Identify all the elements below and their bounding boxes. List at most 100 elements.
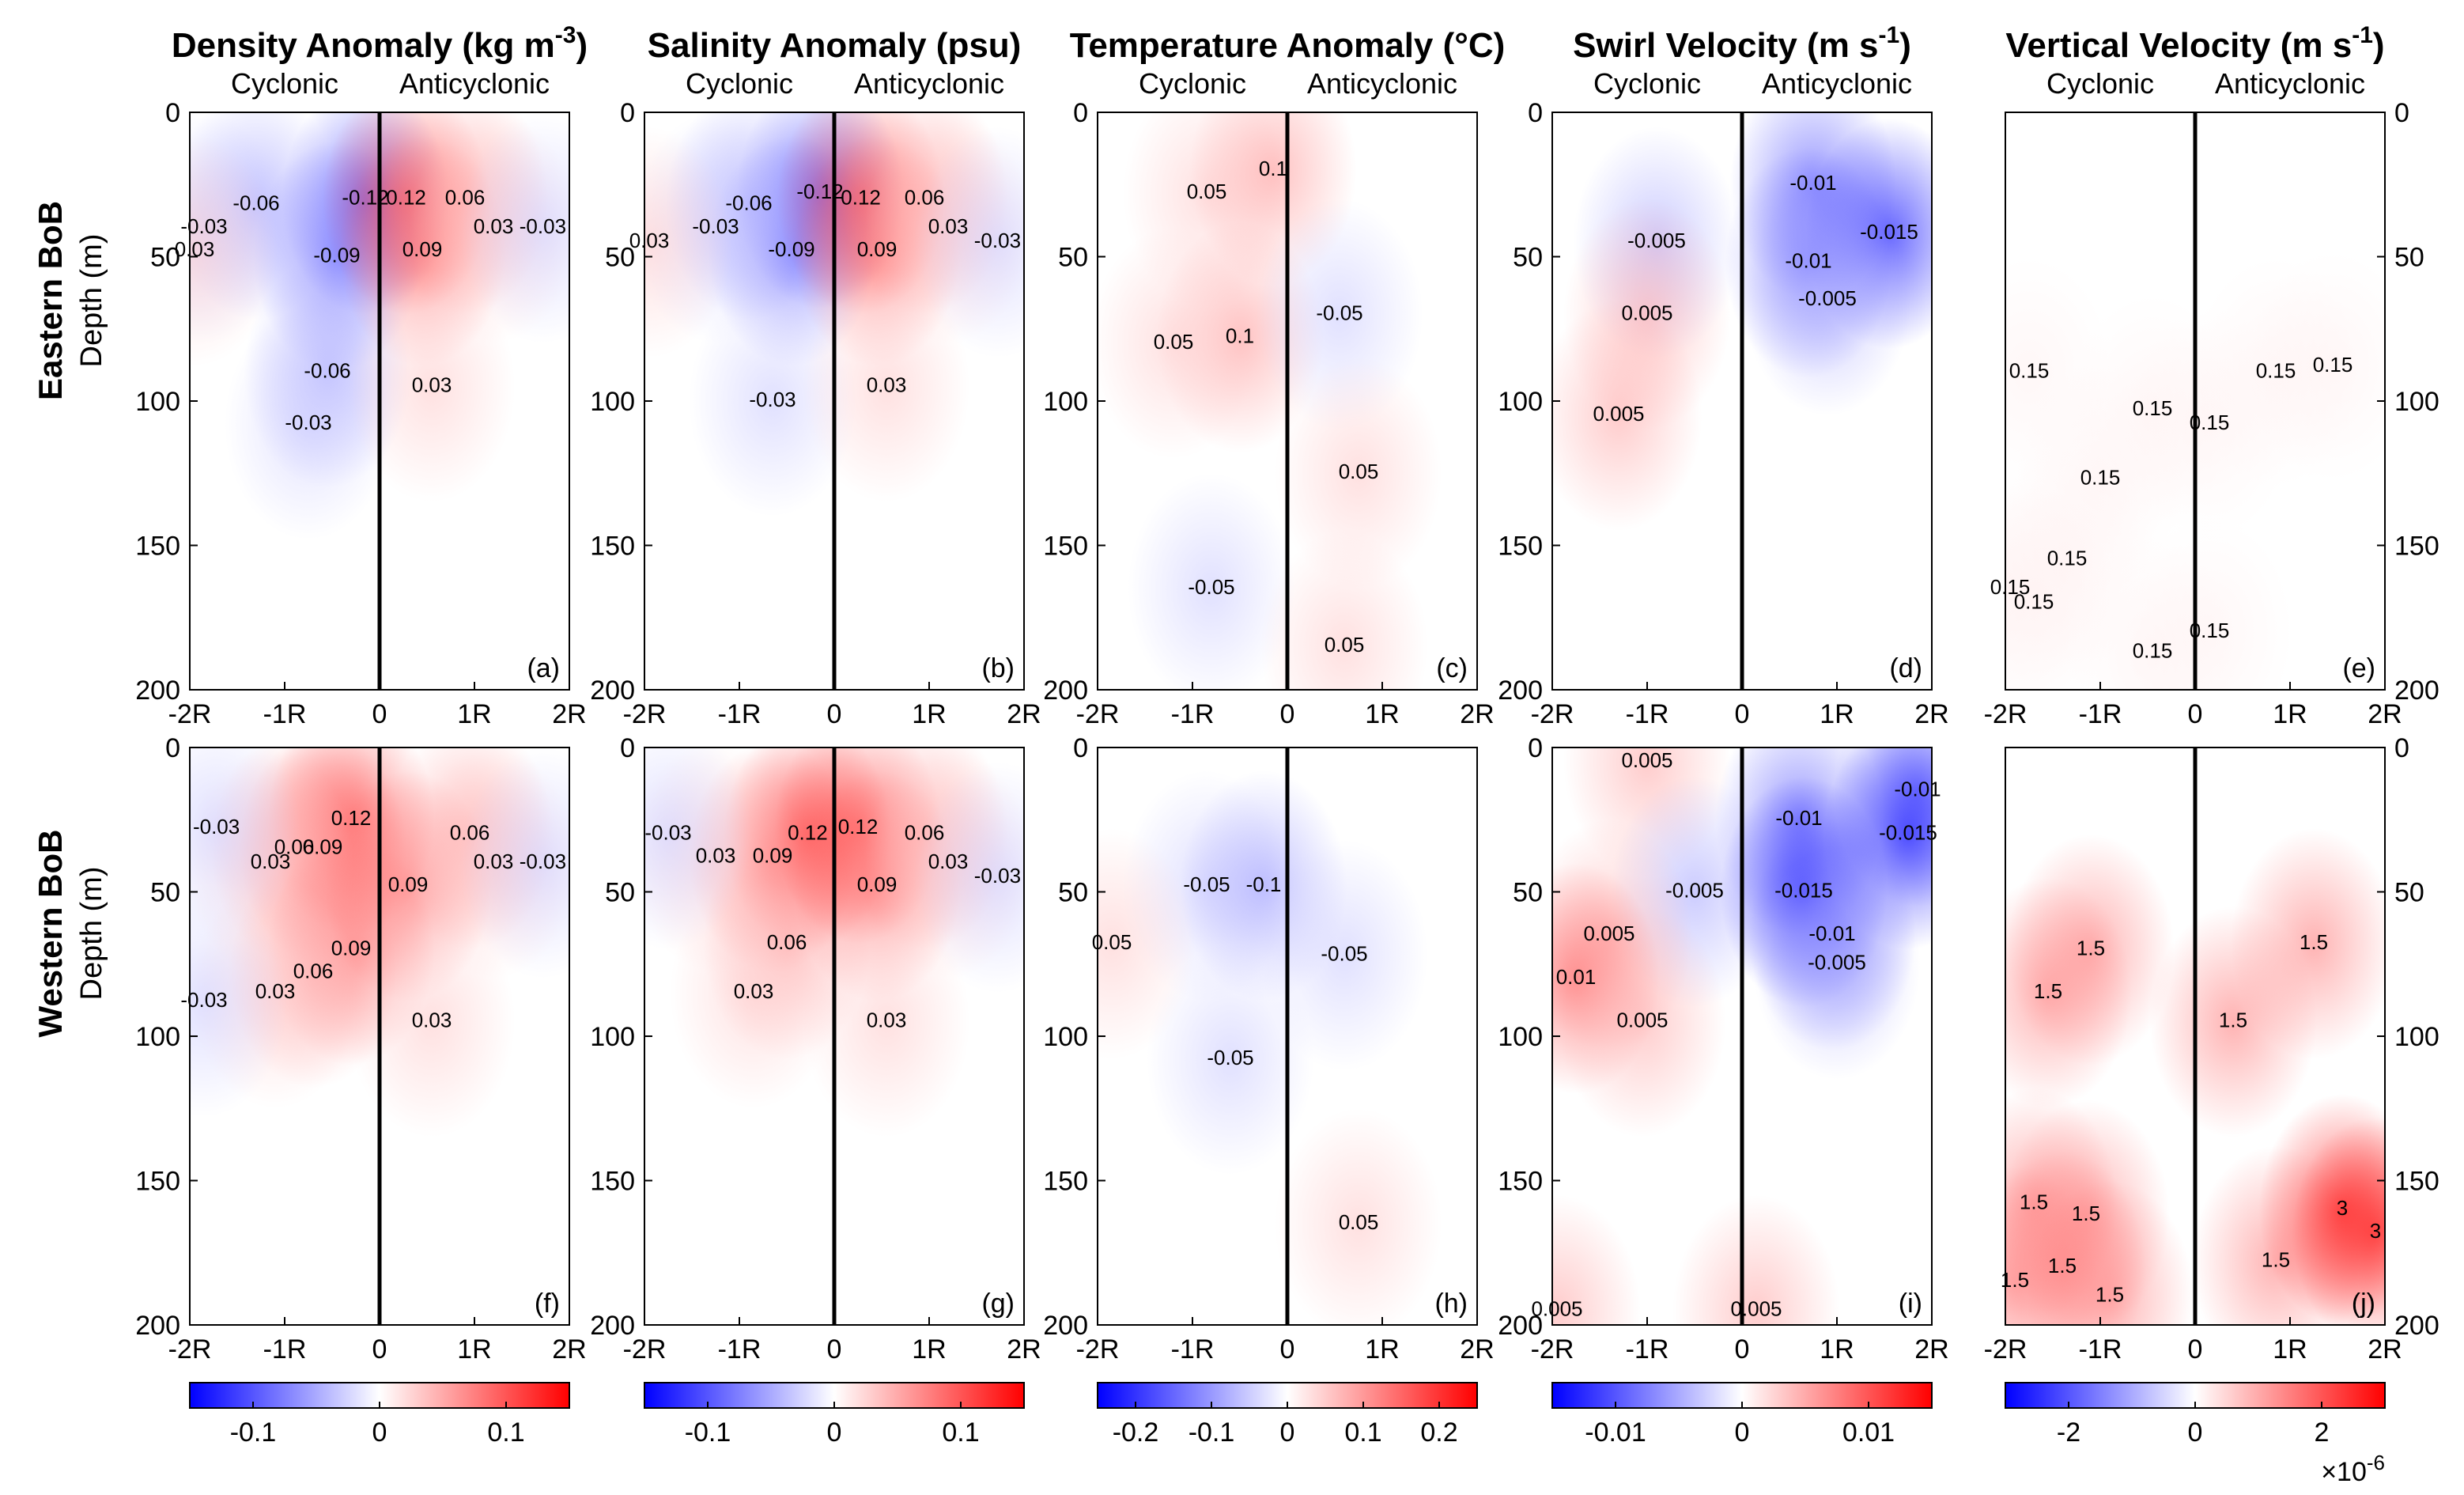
x-tick-label: -2R xyxy=(1984,699,2028,729)
x-tick-label: 2R xyxy=(1914,1334,1948,1364)
x-tick-label: 2R xyxy=(1007,699,1041,729)
y-tick-label: 200 xyxy=(2394,1311,2439,1341)
contour-label: 0.12 xyxy=(331,806,372,830)
x-tick-label: 1R xyxy=(457,699,491,729)
contour-label: -0.06 xyxy=(232,191,279,215)
y-tick-label: 200 xyxy=(135,1311,180,1341)
contour-label: 1.5 xyxy=(2048,1254,2077,1277)
panel-label: (c) xyxy=(1436,653,1468,683)
contour-label: 0.005 xyxy=(1730,1297,1782,1321)
contour-label: 0.06 xyxy=(293,959,334,983)
panel-label: (f) xyxy=(535,1289,560,1319)
contour-label: 0.15 xyxy=(2009,358,2050,382)
contour-label: -0.1 xyxy=(1246,872,1282,896)
y-tick-label: 150 xyxy=(135,1167,180,1197)
contour-label: 0.15 xyxy=(1990,575,2031,599)
contour-label: 0.06 xyxy=(905,185,945,209)
anomaly-region xyxy=(1275,358,1442,589)
anomaly-region xyxy=(2230,828,2385,1060)
contour-label: 1.5 xyxy=(2262,1248,2290,1272)
row-labels-layer: Eastern BoB Depth (m) Western BoB Depth … xyxy=(32,201,108,1038)
x-tick-label: 1R xyxy=(1365,1334,1399,1364)
anomaly-region xyxy=(190,886,288,1118)
contour-label: 0.09 xyxy=(388,872,429,896)
contour-label: 1.5 xyxy=(2096,1282,2124,1306)
x-tick-label: -1R xyxy=(718,699,761,729)
x-tick-label: 2R xyxy=(2368,699,2402,729)
contour-label: -0.01 xyxy=(1808,922,1855,945)
y-tick-label: 100 xyxy=(1498,387,1543,417)
contour-label: -0.03 xyxy=(644,820,691,844)
y-tick-label: 150 xyxy=(1498,1167,1543,1197)
contour-label: 0.15 xyxy=(2047,547,2088,570)
heatmap-field xyxy=(1552,112,1932,690)
anomaly-region xyxy=(670,877,837,1109)
panels-layer: -0.12-0.09-0.06-0.06-0.03-0.030.030.120.… xyxy=(135,98,2439,1364)
x-tick-label: -2R xyxy=(1531,1334,1574,1364)
x-tick-label: -2R xyxy=(623,699,667,729)
x-tick-label: 0 xyxy=(1735,1334,1750,1364)
y-tick-label: 50 xyxy=(1058,243,1088,273)
x-tick-label: 0 xyxy=(827,1334,842,1364)
colorbar-tick-label: 0.1 xyxy=(1344,1417,1381,1448)
contour-label: -0.05 xyxy=(1207,1046,1253,1069)
contour-label: -0.015 xyxy=(1879,820,1937,844)
contour-label: 0.05 xyxy=(1187,180,1227,203)
x-tick-label: -2R xyxy=(1076,1334,1120,1364)
anomaly-region xyxy=(1128,473,1295,690)
contour-label: -0.12 xyxy=(342,185,388,209)
contour-label: -0.01 xyxy=(1775,806,1822,830)
contour-label: 0.03 xyxy=(412,1009,452,1032)
y-tick-label: 50 xyxy=(605,243,635,273)
x-tick-label: -1R xyxy=(1626,699,1669,729)
anomaly-region xyxy=(1744,184,1911,416)
colorbar-tick-label: -0.1 xyxy=(1189,1417,1235,1448)
x-tick-label: 2R xyxy=(2368,1334,2402,1364)
contour-label: -0.09 xyxy=(768,237,814,261)
contour-label: -0.005 xyxy=(1627,229,1686,252)
y-tick-label: 200 xyxy=(135,676,180,706)
anomaly-region xyxy=(1275,1108,1442,1325)
contour-label: 0.03 xyxy=(867,1009,907,1032)
y-tick-label: 100 xyxy=(135,387,180,417)
chart-title: Density Anomaly (kg m-3) xyxy=(172,22,588,65)
contour-label: 3 xyxy=(2337,1196,2348,1220)
y-tick-label: 100 xyxy=(135,1022,180,1052)
anticyclonic-label: Anticyclonic xyxy=(399,67,550,100)
chart-title: Temperature Anomaly (°C) xyxy=(1070,26,1506,65)
row-label-eastern: Eastern BoB xyxy=(32,201,69,400)
contour-label: 0.05 xyxy=(1339,1210,1379,1234)
contour-label: -0.01 xyxy=(1894,778,1941,801)
contour-label: 0.09 xyxy=(857,872,898,896)
anticyclonic-label: Anticyclonic xyxy=(2215,67,2365,100)
y-tick-label: 200 xyxy=(1043,676,1088,706)
panel-label: (j) xyxy=(2352,1289,2375,1319)
contour-label: 0.05 xyxy=(1092,930,1132,954)
contour-label: -0.03 xyxy=(193,815,240,838)
anticyclonic-label: Anticyclonic xyxy=(1307,67,1457,100)
anomaly-region xyxy=(913,762,1024,994)
y-tick-label: 0 xyxy=(1528,733,1543,763)
x-tick-label: 0 xyxy=(827,699,842,729)
contour-label: 0.05 xyxy=(1325,633,1365,657)
heatmap-field xyxy=(644,112,1024,690)
heatmap-field xyxy=(190,748,569,1325)
anomaly-region xyxy=(190,135,278,367)
y-tick-label: 150 xyxy=(590,532,635,562)
contour-label: -0.03 xyxy=(180,214,227,238)
y-axis-label-eastern: Depth (m) xyxy=(75,234,108,368)
contour-label: 0.09 xyxy=(402,237,443,261)
y-tick-label: 100 xyxy=(2394,1022,2439,1052)
contour-label: 0.005 xyxy=(1531,1297,1582,1321)
x-tick-label: -2R xyxy=(168,1334,212,1364)
y-tick-label: 50 xyxy=(2394,878,2424,908)
anticyclonic-label: Anticyclonic xyxy=(854,67,1004,100)
contour-label: -0.03 xyxy=(285,411,331,434)
y-tick-label: 200 xyxy=(1498,1311,1543,1341)
contour-label: -0.05 xyxy=(1316,301,1362,324)
x-tick-label: 2R xyxy=(552,1334,586,1364)
anomaly-region xyxy=(459,112,569,343)
contour-label: 0.01 xyxy=(1556,965,1597,989)
x-tick-label: 2R xyxy=(552,699,586,729)
contour-label: 0.005 xyxy=(1593,402,1644,426)
